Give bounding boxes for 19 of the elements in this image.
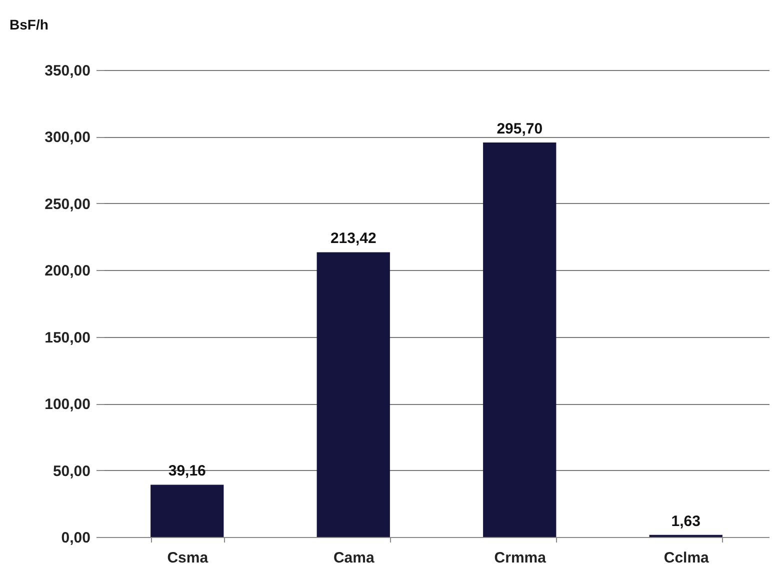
bar (316, 252, 390, 537)
y-tick-label: 150,00 (44, 329, 90, 346)
data-label: 1,63 (671, 512, 700, 530)
y-tick-label: 100,00 (44, 396, 90, 414)
x-tick-label: Cama (333, 550, 375, 566)
data-label: 295,70 (496, 120, 543, 138)
y-tick-label: 0,00 (61, 530, 90, 546)
x-tick-label: Crmma (494, 550, 547, 566)
y-tick-label: 250,00 (44, 196, 90, 213)
bar (483, 142, 556, 537)
bar (150, 484, 224, 537)
x-tick-label: Cclma (664, 550, 710, 566)
y-tick-label: 300,00 (44, 129, 90, 146)
data-label: 213,42 (330, 230, 376, 248)
y-tick-label: 350,00 (44, 62, 90, 80)
x-tick-label: Csma (167, 550, 209, 566)
y-axis-title: BsF/h (10, 16, 48, 32)
y-tick-label: 200,00 (44, 262, 90, 280)
y-tick-label: 50,00 (52, 462, 90, 480)
